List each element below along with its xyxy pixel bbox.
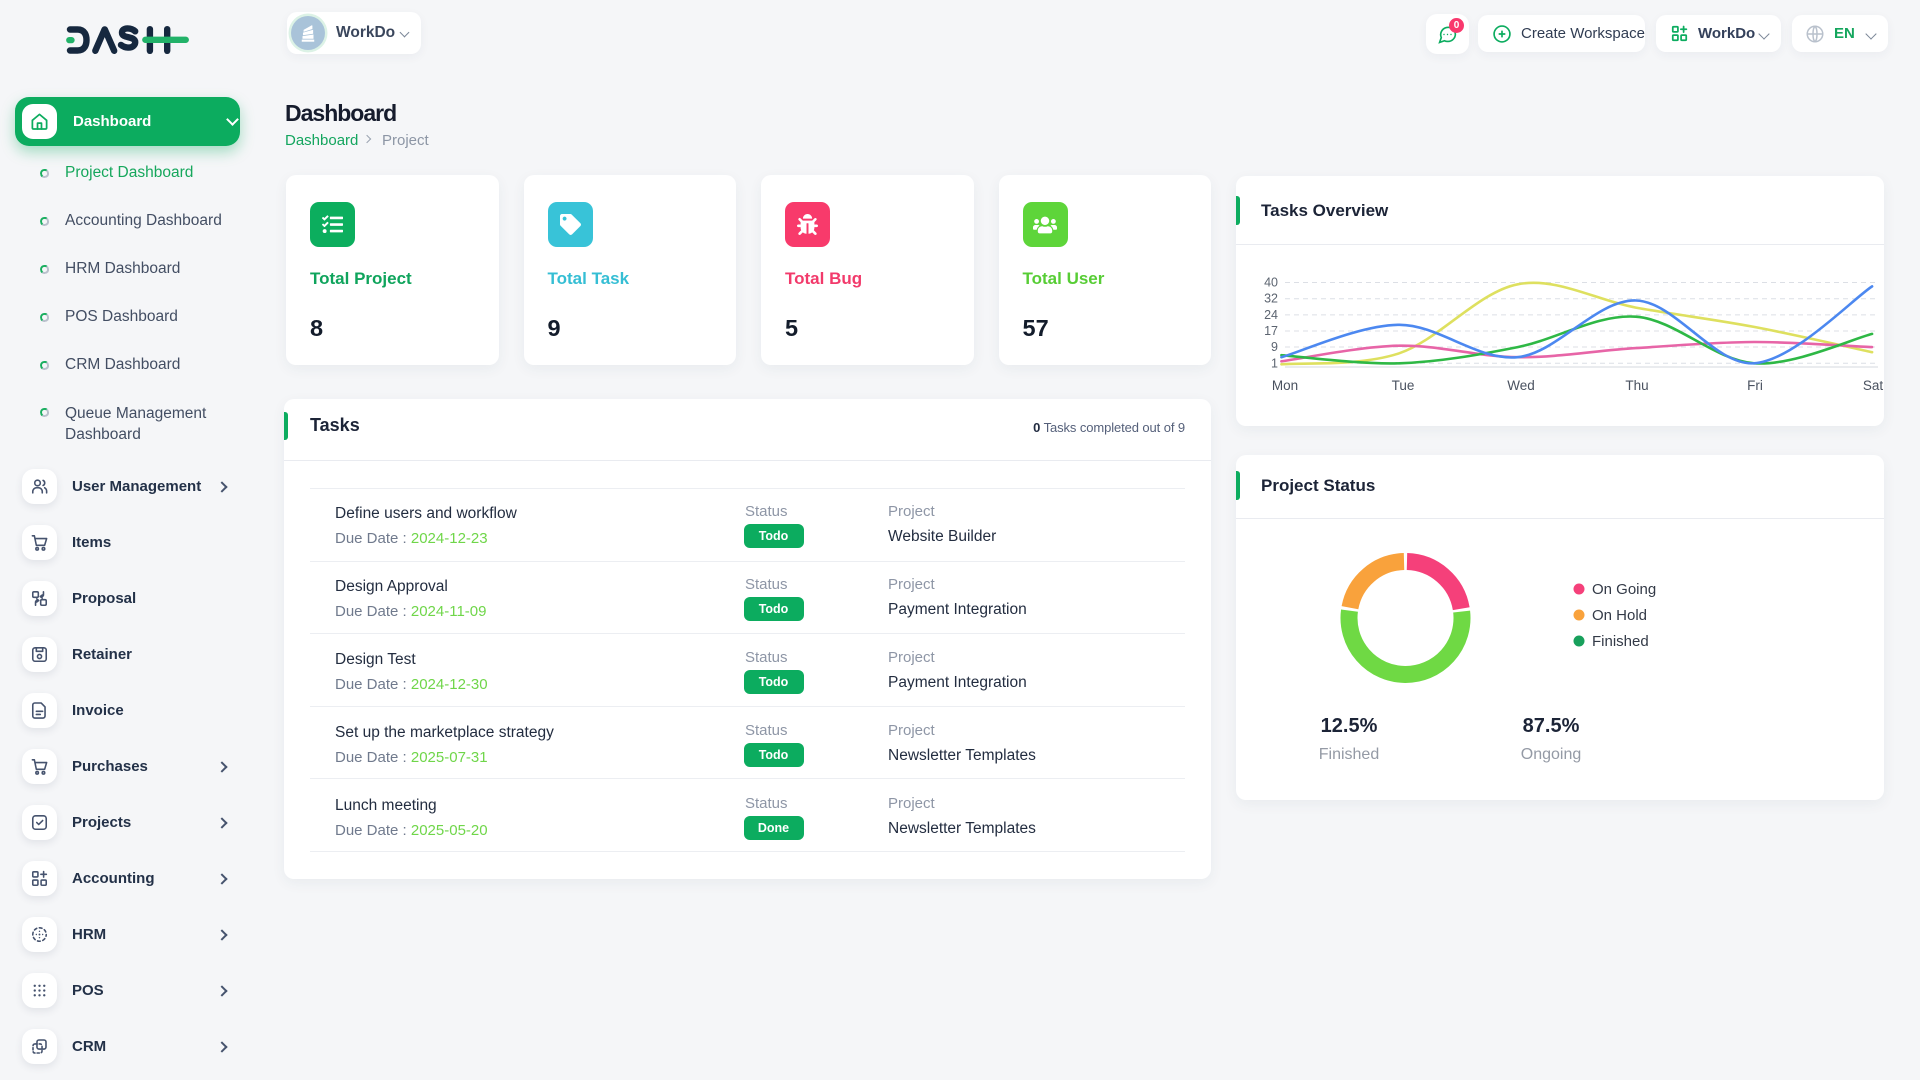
svg-text:Tue: Tue	[1392, 378, 1415, 393]
svg-text:Finished: Finished	[1319, 746, 1379, 763]
svg-text:24: 24	[1264, 308, 1278, 322]
svg-text:40: 40	[1264, 276, 1278, 290]
svg-text:Mon: Mon	[1272, 378, 1298, 393]
svg-text:Finished: Finished	[1592, 633, 1649, 650]
svg-text:9: 9	[1271, 340, 1278, 354]
svg-text:Thu: Thu	[1625, 378, 1648, 393]
svg-text:Fri: Fri	[1747, 378, 1763, 393]
svg-text:On Going: On Going	[1592, 581, 1656, 598]
svg-text:1: 1	[1271, 356, 1278, 370]
svg-text:32: 32	[1264, 292, 1278, 306]
svg-text:On Hold: On Hold	[1592, 607, 1647, 624]
svg-text:Wed: Wed	[1507, 378, 1535, 393]
svg-text:Sat: Sat	[1863, 378, 1884, 393]
svg-text:12.5%: 12.5%	[1321, 715, 1378, 737]
svg-text:87.5%: 87.5%	[1523, 715, 1580, 737]
svg-text:Ongoing: Ongoing	[1521, 746, 1582, 763]
svg-text:17: 17	[1264, 324, 1278, 338]
